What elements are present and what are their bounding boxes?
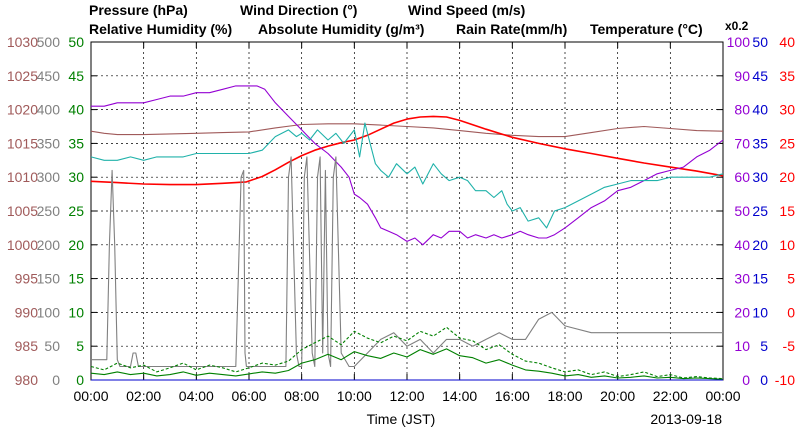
wind_direction-tick-label: 350 (37, 135, 61, 151)
rain_rate-tick-label: 5 (760, 338, 768, 354)
relative_humidity-tick-label: 80 (734, 102, 750, 118)
pressure-tick-label: 990 (15, 304, 39, 320)
series-line-wind-direction (91, 156, 723, 368)
x-tick-label: 10:00 (337, 388, 372, 404)
pressure-tick-label: 1030 (7, 34, 38, 50)
temperature-tick-label: 20 (779, 169, 795, 185)
relative_humidity-tick-label: 30 (734, 271, 750, 287)
rain_rate-tick-label: 10 (752, 304, 768, 320)
pressure-tick-label: 1000 (7, 237, 38, 253)
wind_direction-tick-label: 50 (44, 338, 60, 354)
pressure-tick-label: 1015 (7, 135, 38, 151)
x-tick-label: 00:00 (73, 388, 108, 404)
relative_humidity-tick-label: 40 (734, 237, 750, 253)
wind_speed-tick-label: 50 (68, 34, 84, 50)
wind_speed-tick-label: 45 (68, 68, 84, 84)
x-tick-label: 20:00 (600, 388, 635, 404)
series-line-wind-speed-max (90, 326, 724, 380)
wind_speed-tick-label: 35 (68, 135, 84, 151)
x-tick-label: 22:00 (653, 388, 688, 404)
x-tick-label: 14:00 (442, 388, 477, 404)
temperature-tick-label: -10 (775, 372, 795, 388)
temperature-tick-label: 30 (779, 102, 795, 118)
rain_rate-tick-label: 50 (752, 34, 768, 50)
wind_speed-tick-label: 10 (68, 304, 84, 320)
series-line-pressure (90, 123, 724, 138)
x-tick-label: 08:00 (284, 388, 319, 404)
relative_humidity-tick-label: 20 (734, 304, 750, 320)
x-tick-label: 18:00 (547, 388, 582, 404)
rain_rate-tick-label: 0 (760, 372, 768, 388)
plot-area: 00:00 02:00 04:00 06:00 08:00 10:00 12:00 14:00… (7, 34, 795, 404)
legend-pressure: Pressure (hPa) (89, 2, 188, 18)
x-tick-label: 16:00 (495, 388, 530, 404)
abs-humidity-scale-note: x0.2 (725, 19, 749, 33)
series-line-relative-humidity (91, 85, 724, 246)
wind_direction-tick-label: 150 (37, 271, 61, 287)
wind_direction-tick-label: 400 (37, 102, 61, 118)
wind_direction-tick-label: 100 (37, 304, 61, 320)
x-tick-label: 02:00 (126, 388, 161, 404)
series-line-absolute-humidity (90, 122, 724, 229)
relative_humidity-tick-label: 50 (734, 203, 750, 219)
rain_rate-tick-label: 15 (752, 271, 768, 287)
legend-relative-humidity: Relative Humidity (%) (89, 21, 232, 37)
wind_speed-tick-label: 5 (76, 338, 84, 354)
relative_humidity-tick-label: 60 (734, 169, 750, 185)
relative_humidity-tick-label: 10 (734, 338, 750, 354)
x-tick-label: 04:00 (179, 388, 214, 404)
rain_rate-tick-label: 40 (752, 102, 768, 118)
legend-temperature: Temperature (°C) (590, 21, 703, 37)
wind_direction-tick-label: 250 (37, 203, 61, 219)
wind_direction-tick-label: 0 (52, 372, 60, 388)
rain_rate-tick-label: 30 (752, 169, 768, 185)
wind_speed-tick-label: 20 (68, 237, 84, 253)
wind_direction-tick-label: 300 (37, 169, 61, 185)
x-axis-label: Time (JST) (367, 411, 436, 427)
x-tick-label: 12:00 (389, 388, 424, 404)
wind_speed-tick-label: 15 (68, 271, 84, 287)
x-tick-label: 06:00 (231, 388, 266, 404)
pressure-tick-label: 1020 (7, 102, 38, 118)
rain_rate-tick-label: 25 (752, 203, 768, 219)
temperature-tick-label: 0 (787, 304, 795, 320)
pressure-tick-label: 1005 (7, 203, 38, 219)
legend-wind-direction: Wind Direction (°) (240, 2, 357, 18)
rain_rate-tick-label: 20 (752, 237, 768, 253)
series-line-temperature (90, 115, 724, 186)
wind_speed-tick-label: 30 (68, 169, 84, 185)
temperature-tick-label: 40 (779, 34, 795, 50)
temperature-tick-label: 35 (779, 68, 795, 84)
rain_rate-tick-label: 45 (752, 68, 768, 84)
series-line-wind-speed-mean (90, 348, 724, 380)
wind_speed-tick-label: 40 (68, 102, 84, 118)
pressure-tick-label: 985 (15, 338, 39, 354)
pressure-tick-label: 1025 (7, 68, 38, 84)
temperature-tick-label: 5 (787, 271, 795, 287)
wind_direction-tick-label: 450 (37, 68, 61, 84)
wind_speed-tick-label: 25 (68, 203, 84, 219)
legend-absolute-humidity: Absolute Humidity (g/m³) (258, 21, 424, 37)
relative_humidity-tick-label: 90 (734, 68, 750, 84)
pressure-tick-label: 995 (15, 271, 39, 287)
chart-date: 2013-09-18 (650, 411, 722, 427)
temperature-tick-label: 15 (779, 203, 795, 219)
x-tick-label: 00:00 (705, 388, 740, 404)
relative_humidity-tick-label: 0 (742, 372, 750, 388)
temperature-tick-label: 10 (779, 237, 795, 253)
wind_direction-tick-label: 500 (37, 34, 61, 50)
relative_humidity-tick-label: 70 (734, 135, 750, 151)
pressure-tick-label: 1010 (7, 169, 38, 185)
temperature-tick-label: -5 (783, 338, 796, 354)
relative_humidity-tick-label: 100 (727, 34, 751, 50)
legend-wind-speed: Wind Speed (m/s) (408, 2, 525, 18)
pressure-tick-label: 980 (15, 372, 39, 388)
rain_rate-tick-label: 35 (752, 135, 768, 151)
legend-rain-rate: Rain Rate(mm/h) (456, 21, 567, 37)
wind_speed-tick-label: 0 (76, 372, 84, 388)
temperature-tick-label: 25 (779, 135, 795, 151)
wind_direction-tick-label: 200 (37, 237, 61, 253)
